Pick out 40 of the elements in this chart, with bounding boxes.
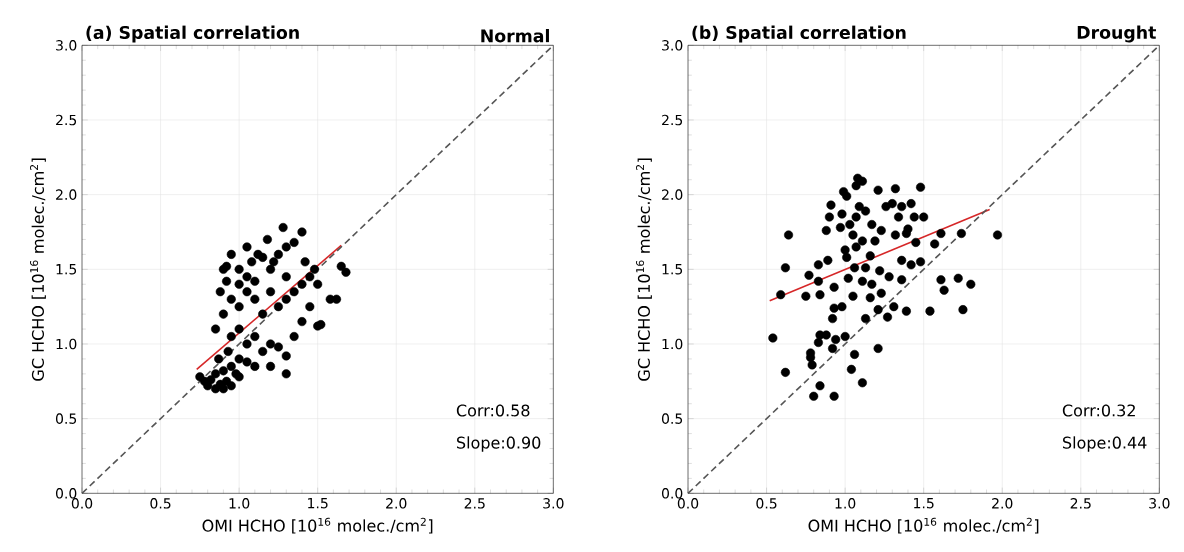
annotation: Corr:0.58 (456, 404, 530, 417)
y-tick-label: 0.5 (55, 413, 77, 424)
x-axis-title: OMI HCHO [10$^{16}$ molec./cm$^{2}$] (808, 517, 1039, 534)
x-tick-label: 2.5 (464, 498, 485, 509)
chart-title: (a) Spatial correlation (86, 25, 299, 43)
x-tick-label: 3.0 (1149, 498, 1170, 509)
x-tick-label: 0.5 (150, 498, 171, 509)
y-tick-label: 0.5 (661, 413, 683, 424)
y-tick-label: 1.0 (56, 338, 77, 350)
chart-subtitle: Normal (481, 28, 549, 43)
y-tick-label: 0.0 (661, 488, 683, 499)
annotation: Slope:0.44 (1063, 436, 1147, 452)
annotation: Corr:0.32 (1062, 404, 1135, 417)
y-tick-label: 0.0 (55, 488, 77, 499)
y-tick-label: 3.0 (662, 40, 683, 51)
y-tick-label: 1.5 (662, 264, 683, 275)
x-tick-label: 0.0 (677, 498, 699, 509)
x-tick-label: 2.5 (1070, 498, 1091, 509)
x-tick-label: 1.5 (308, 498, 328, 509)
x-tick-label: 1.0 (229, 498, 250, 509)
y-tick-label: 2.5 (56, 114, 77, 126)
chart-title: (b) Spatial correlation (692, 25, 906, 43)
annotation: Slope:0.90 (457, 436, 541, 452)
y-axis-title: GC HCHO [10$^{16}$ molec./cm$^{2}$] (30, 158, 46, 381)
x-tick-label: 2.0 (992, 498, 1013, 509)
x-tick-label: 1.5 (914, 498, 934, 509)
y-tick-label: 1.0 (662, 338, 683, 350)
y-axis-title: GC HCHO [10$^{16}$ molec./cm$^{2}$] (636, 158, 652, 381)
y-tick-label: 1.5 (56, 264, 77, 275)
y-tick-label: 2.0 (56, 189, 77, 200)
y-tick-label: 3.0 (56, 40, 77, 51)
x-tick-label: 2.0 (386, 498, 407, 509)
chart-subtitle: Drought (1077, 25, 1156, 43)
x-tick-label: 3.0 (543, 498, 564, 509)
x-tick-label: 0.0 (71, 498, 93, 509)
y-tick-label: 2.0 (662, 189, 683, 200)
x-tick-label: 0.5 (756, 498, 777, 509)
x-tick-label: 1.0 (835, 498, 856, 509)
x-axis-title: OMI HCHO [10$^{16}$ molec./cm$^{2}$] (202, 517, 433, 534)
y-tick-label: 2.5 (662, 114, 683, 126)
